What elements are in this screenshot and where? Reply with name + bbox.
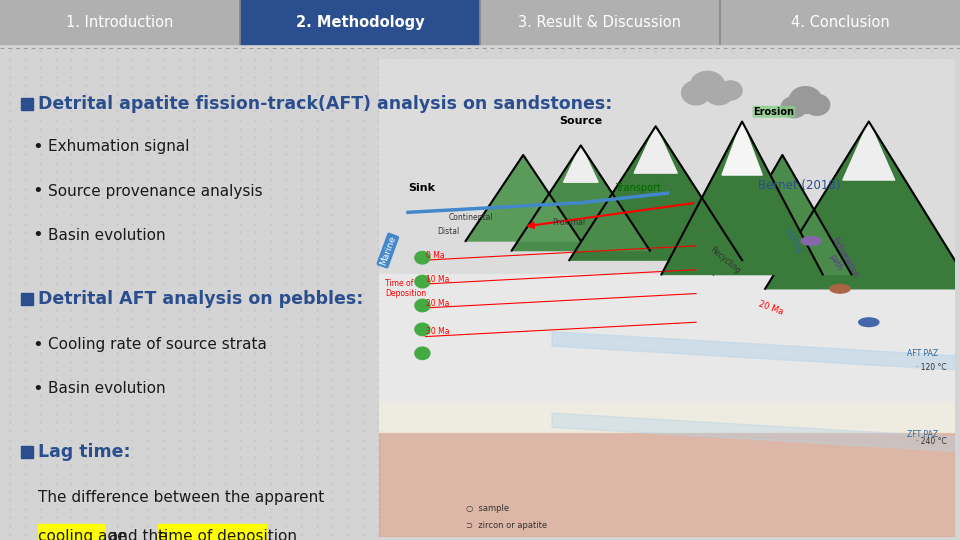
Text: Erosion: Erosion bbox=[754, 107, 795, 117]
Polygon shape bbox=[661, 122, 823, 274]
Text: Cooling rate of source strata: Cooling rate of source strata bbox=[48, 337, 267, 352]
Text: •: • bbox=[33, 380, 43, 398]
Polygon shape bbox=[722, 122, 762, 175]
Bar bbox=[379, 274, 955, 537]
Circle shape bbox=[690, 71, 725, 100]
Text: Exhumation signal: Exhumation signal bbox=[48, 139, 189, 154]
Circle shape bbox=[415, 323, 430, 336]
Text: Detrital apatite fission-track(AFT) analysis on sandstones:: Detrital apatite fission-track(AFT) anal… bbox=[38, 94, 612, 113]
Text: Distal: Distal bbox=[437, 227, 459, 236]
Text: · 120 °C: · 120 °C bbox=[916, 363, 947, 372]
Circle shape bbox=[682, 81, 710, 105]
Bar bbox=[379, 59, 955, 298]
Text: 30 Ma: 30 Ma bbox=[426, 327, 450, 336]
Text: Lag time:: Lag time: bbox=[38, 443, 131, 461]
Ellipse shape bbox=[858, 318, 879, 327]
Polygon shape bbox=[564, 145, 598, 182]
Ellipse shape bbox=[829, 285, 851, 293]
Circle shape bbox=[789, 86, 822, 113]
Polygon shape bbox=[512, 145, 650, 251]
Text: Recycling: Recycling bbox=[708, 245, 742, 275]
Text: •: • bbox=[33, 182, 43, 200]
Circle shape bbox=[415, 252, 430, 264]
Circle shape bbox=[804, 94, 829, 116]
Text: •: • bbox=[33, 138, 43, 156]
Text: cooling: cooling bbox=[783, 227, 804, 255]
Polygon shape bbox=[713, 155, 852, 274]
Text: 4. Conclusion: 4. Conclusion bbox=[791, 15, 889, 30]
Text: Continental: Continental bbox=[448, 213, 492, 222]
Polygon shape bbox=[569, 126, 742, 260]
Text: 1. Introduction: 1. Introduction bbox=[66, 15, 174, 30]
Polygon shape bbox=[843, 122, 895, 180]
Circle shape bbox=[415, 299, 430, 312]
Text: •: • bbox=[33, 335, 43, 354]
Text: time of deposition: time of deposition bbox=[158, 529, 298, 540]
Text: Basin evolution: Basin evolution bbox=[48, 228, 166, 243]
Text: 20 Ma: 20 Ma bbox=[757, 299, 784, 316]
Text: Sink: Sink bbox=[408, 183, 435, 193]
Text: Proximal: Proximal bbox=[552, 218, 586, 227]
Text: ○  sample: ○ sample bbox=[466, 504, 509, 513]
Text: cooling age: cooling age bbox=[38, 529, 127, 540]
Text: and the: and the bbox=[105, 529, 173, 540]
Text: 20 Ma: 20 Ma bbox=[426, 299, 450, 307]
Text: Exhumation
path: Exhumation path bbox=[820, 235, 860, 285]
Text: •: • bbox=[33, 226, 43, 245]
Text: 2. Methodology: 2. Methodology bbox=[296, 15, 424, 30]
Text: Detrital AFT analysis on pebbles:: Detrital AFT analysis on pebbles: bbox=[38, 289, 364, 308]
Polygon shape bbox=[765, 122, 960, 289]
Text: ⊃  zircon or apatite: ⊃ zircon or apatite bbox=[466, 521, 547, 530]
Text: Time of
Deposition: Time of Deposition bbox=[385, 279, 426, 299]
Text: Source provenance analysis: Source provenance analysis bbox=[48, 184, 263, 199]
Ellipse shape bbox=[801, 237, 822, 245]
Polygon shape bbox=[552, 413, 955, 451]
Polygon shape bbox=[552, 332, 955, 370]
Text: Source: Source bbox=[560, 116, 602, 126]
Polygon shape bbox=[635, 126, 678, 173]
Circle shape bbox=[781, 97, 806, 118]
Text: 10 Ma: 10 Ma bbox=[426, 275, 450, 284]
Text: The difference between the apparent: The difference between the apparent bbox=[38, 490, 324, 505]
Text: 3. Result & Discussion: 3. Result & Discussion bbox=[518, 15, 682, 30]
Text: Marine: Marine bbox=[378, 234, 397, 267]
Text: Bernet (2018): Bernet (2018) bbox=[757, 179, 840, 192]
Polygon shape bbox=[379, 403, 955, 432]
Text: .: . bbox=[267, 529, 272, 540]
Text: ZFT PAZ: ZFT PAZ bbox=[907, 430, 938, 439]
Text: Transport: Transport bbox=[615, 183, 661, 193]
Circle shape bbox=[415, 347, 430, 360]
Text: Basin evolution: Basin evolution bbox=[48, 381, 166, 396]
Circle shape bbox=[415, 275, 430, 288]
Polygon shape bbox=[466, 155, 581, 241]
Polygon shape bbox=[379, 432, 955, 537]
Circle shape bbox=[705, 81, 733, 105]
Circle shape bbox=[719, 81, 742, 100]
Text: · 240 °C: · 240 °C bbox=[916, 437, 947, 446]
Text: 0 Ma: 0 Ma bbox=[426, 251, 445, 260]
Text: AFT PAZ: AFT PAZ bbox=[907, 349, 938, 358]
